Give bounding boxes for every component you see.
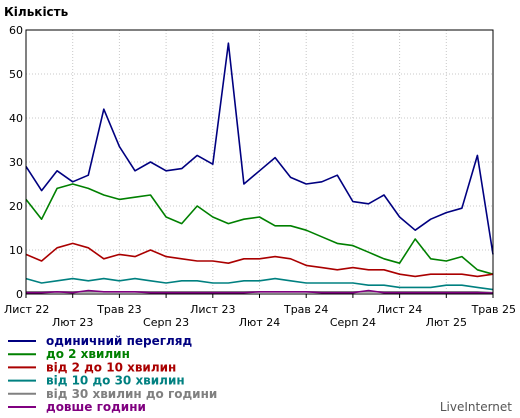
series-lines [25,42,494,294]
x-tick-label: Серп 23 [143,316,189,329]
legend-entry: від 30 хвилин до години [46,387,217,401]
legend-entry: одиничний перегляд [46,334,192,348]
legend-entry: від 10 до 30 хвилин [46,374,185,388]
y-tick-label: 40 [9,112,23,125]
y-tick-label: 30 [9,156,23,169]
grid [25,29,494,298]
x-tick-label: Трав 24 [283,303,328,316]
x-tick-label: Лист 22 [4,303,49,316]
legend-entry: довше години [46,400,146,414]
series-line-6 [26,289,494,294]
series-line-1 [25,42,494,255]
legend-entry: до 2 хвилин [46,347,130,361]
x-tick-label: Трав 23 [96,303,141,316]
x-tick-label: Лют 24 [239,316,280,329]
y-tick-label: 0 [16,288,23,301]
legend-entry: від 2 до 10 хвилин [46,360,176,374]
y-tick-label: 50 [9,68,23,81]
y-tick-labels: 0 10 20 30 40 50 60 [9,24,23,301]
series-line-2 [25,183,494,275]
x-tick-label: Лист 24 [377,303,422,316]
x-tick-label: Трав 25 [471,303,516,316]
watermark: LiveInternet [440,400,512,414]
y-tick-label: 60 [9,24,23,37]
x-tick-label: Лист 23 [190,303,235,316]
x-tick-label: Серп 24 [330,316,376,329]
y-tick-label: 20 [9,200,23,213]
x-tick-label: Лют 23 [52,316,93,329]
series-line-3 [25,242,494,278]
y-tick-label: 10 [9,244,23,257]
series-line-4 [25,277,494,291]
y-axis-label: Кількість [4,5,69,19]
x-tick-label: Лют 25 [426,316,467,329]
plot-border [25,29,494,295]
